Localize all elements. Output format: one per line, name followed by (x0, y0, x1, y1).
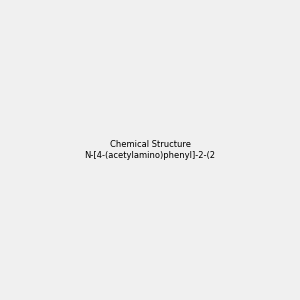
Text: Chemical Structure
N-[4-(acetylamino)phenyl]-2-(2: Chemical Structure N-[4-(acetylamino)phe… (85, 140, 215, 160)
